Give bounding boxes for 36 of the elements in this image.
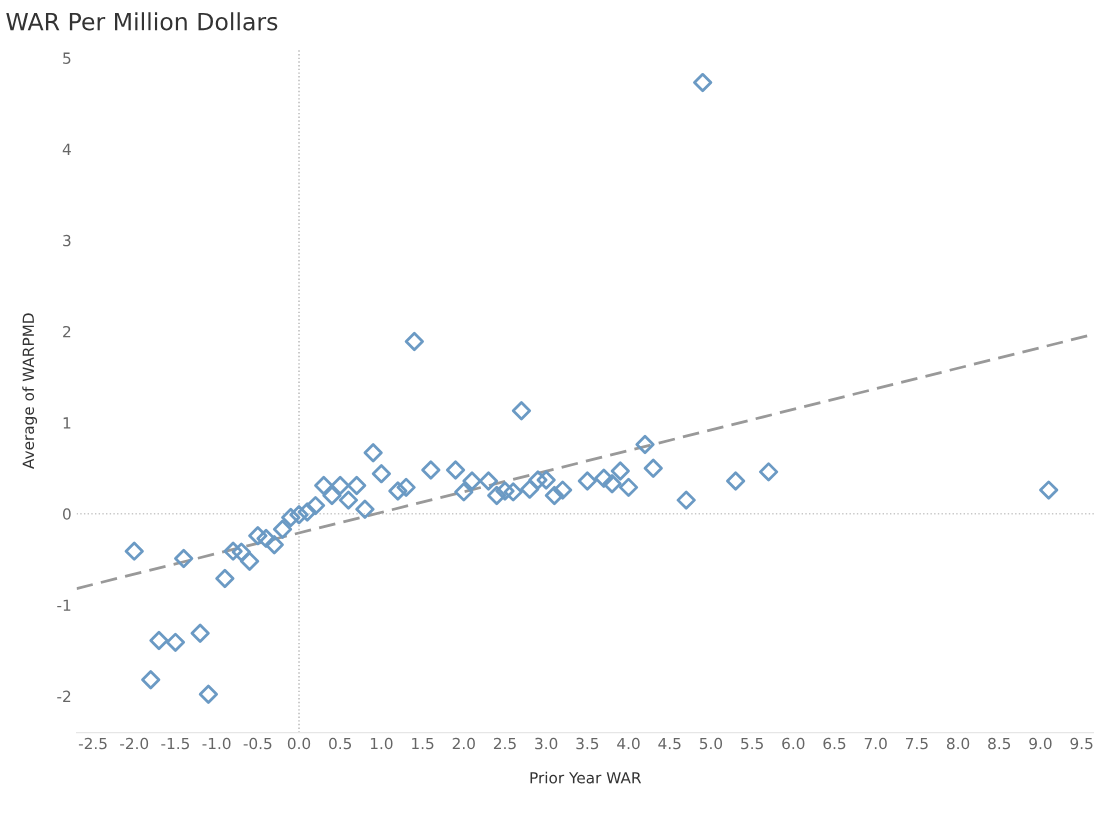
x-tick-label: -0.5 bbox=[243, 737, 272, 750]
y-axis-title: Average of WARPMD bbox=[22, 313, 38, 469]
x-tick-label: 3.5 bbox=[576, 737, 599, 750]
x-tick-label: 0.0 bbox=[287, 737, 311, 750]
x-tick-label: 3.0 bbox=[535, 737, 558, 750]
x-tick-label: 4.0 bbox=[617, 737, 640, 750]
y-tick-label: 2 bbox=[63, 325, 71, 338]
x-tick-label: 6.5 bbox=[823, 737, 846, 750]
x-tick-label: 7.5 bbox=[905, 737, 928, 750]
x-tick-label: 1.5 bbox=[412, 737, 434, 750]
x-tick-label: -1.0 bbox=[202, 737, 231, 750]
x-tick-label: 4.5 bbox=[658, 737, 681, 750]
x-tick-label: 5.0 bbox=[699, 737, 723, 750]
x-tick-label: -2.0 bbox=[120, 737, 149, 750]
x-tick-label: 9.0 bbox=[1029, 737, 1052, 750]
chart-title: WAR Per Million Dollars bbox=[6, 12, 278, 31]
x-tick-label: -2.5 bbox=[78, 737, 107, 750]
y-tick-label: -2 bbox=[57, 690, 71, 702]
x-axis-title: Prior Year WAR bbox=[530, 771, 642, 784]
y-tick-label: 3 bbox=[63, 234, 71, 247]
x-tick-label: 1.0 bbox=[370, 737, 393, 750]
y-tick-label: 5 bbox=[63, 52, 71, 64]
y-tick-label: 1 bbox=[63, 417, 71, 429]
x-tick-label: 9.5 bbox=[1070, 737, 1093, 750]
x-tick-label: 8.5 bbox=[988, 737, 1011, 750]
x-tick-label: 8.0 bbox=[946, 737, 970, 750]
x-tick-label: 6.0 bbox=[782, 737, 805, 750]
x-tick-label: -1.5 bbox=[161, 737, 190, 750]
x-tick-label: 7.0 bbox=[864, 737, 887, 750]
x-tick-label: 5.5 bbox=[741, 737, 763, 750]
y-tick-label: 0 bbox=[63, 508, 71, 520]
y-tick-label: 4 bbox=[62, 143, 71, 155]
x-tick-label: 0.5 bbox=[329, 737, 352, 750]
y-tick-label: -1 bbox=[57, 599, 71, 611]
x-tick-label: 2.0 bbox=[452, 737, 475, 750]
x-tick-label: 2.5 bbox=[493, 737, 516, 750]
